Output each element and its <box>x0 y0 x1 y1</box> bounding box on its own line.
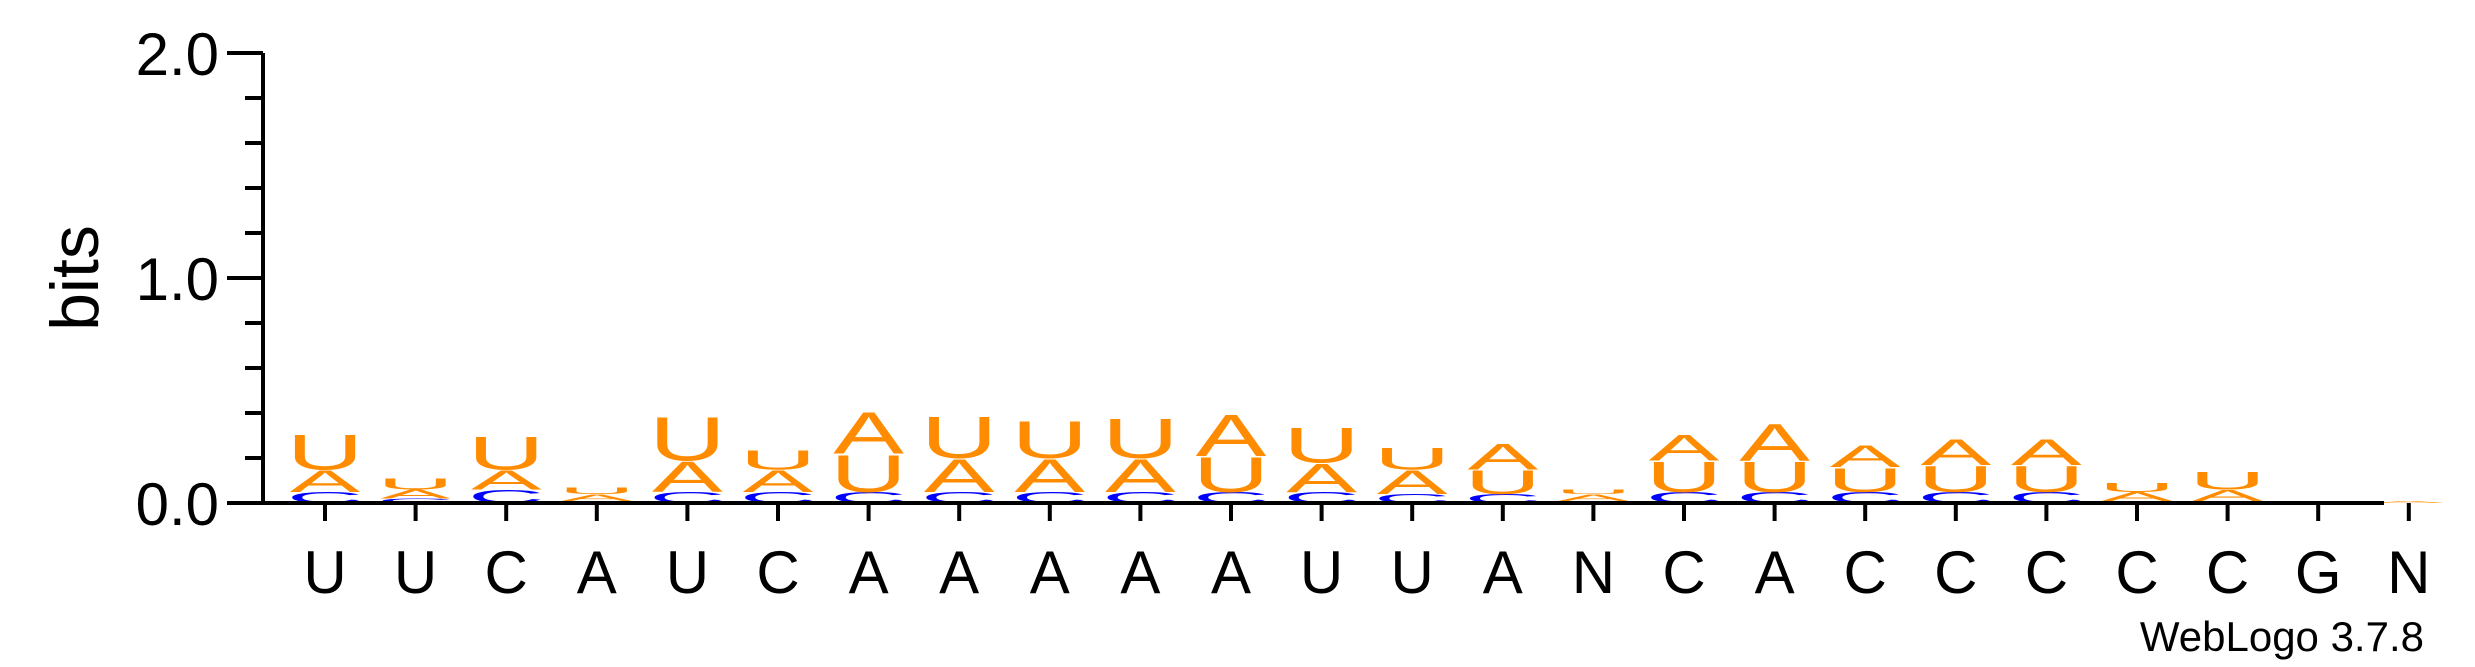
y-tick-label: 1.0 <box>136 246 219 313</box>
logo-letter-a: A <box>1105 450 1176 502</box>
logo-letter-u: U <box>1555 488 1632 495</box>
x-tick-label: N <box>2387 539 2430 606</box>
logo-letter-a: A <box>290 463 361 498</box>
x-tick-label: C <box>1844 539 1887 606</box>
x-tick-label: C <box>1662 539 1705 606</box>
logo-letter-u: U <box>2008 458 2085 500</box>
logo-letter-a: A <box>471 464 542 495</box>
x-tick-label: G <box>2295 539 2342 606</box>
logo-letter-a: A <box>1467 435 1538 477</box>
x-tick-label: A <box>1483 539 1523 606</box>
logo-letter-a: A <box>833 400 905 466</box>
logo-letter-u: U <box>1736 453 1813 502</box>
logo-letter-u: U <box>287 424 364 480</box>
logo-letter-u: U <box>468 428 545 480</box>
logo-letter-u: U <box>377 475 454 493</box>
logo-letter-u: U <box>559 486 636 496</box>
x-tick-label: C <box>2115 539 2158 606</box>
logo-letter-a: A <box>1286 455 1357 501</box>
logo-letter-a: A <box>2102 490 2174 504</box>
x-tick-label: C <box>1934 539 1977 606</box>
logo-letter-a: A <box>743 463 814 498</box>
logo-letter-a: A <box>1014 450 1085 502</box>
logo-letter-a: A <box>1739 412 1810 472</box>
logo-letter-a: A <box>561 492 633 502</box>
logo-letter-a: A <box>1377 463 1448 501</box>
y-tick-group: 0.0 1.0 2.0 <box>136 21 263 538</box>
logo-letter-u: U <box>1827 461 1904 499</box>
logo-letter-c: C <box>377 497 454 504</box>
weblogo-credit: WebLogo 3.7.8 <box>2140 613 2424 660</box>
logo-letter-a: A <box>2373 500 2444 503</box>
x-tick-label: C <box>756 539 799 606</box>
x-tick-label: A <box>1030 539 1070 606</box>
x-tick-label: A <box>1755 539 1795 606</box>
logo-letter-a: A <box>2011 431 2082 473</box>
logo-letter-u: U <box>1012 410 1089 470</box>
logo-glyph-layer: CAUCAUCAUCAUCAUCAUCUACAUCAUCAUCUACAUCAUC… <box>287 400 2444 507</box>
logo-letter-u: U <box>1193 447 1270 503</box>
logo-letter-u: U <box>921 405 998 471</box>
x-tick-label: A <box>1120 539 1160 606</box>
logo-letter-a: A <box>924 450 995 502</box>
x-tick-label: U <box>1391 539 1434 606</box>
logo-letter-u: U <box>1465 463 1542 501</box>
logo-letter-a: A <box>1558 492 1630 502</box>
x-tick-label: A <box>849 539 889 606</box>
y-tick-label: 2.0 <box>136 21 219 88</box>
logo-letter-u: U <box>1102 407 1179 470</box>
logo-letter-a: A <box>1196 403 1268 469</box>
logo-letter-a: A <box>1649 426 1720 468</box>
logo-letter-u: U <box>830 444 907 504</box>
logo-letter-a: A <box>380 487 452 501</box>
logo-letter-u: U <box>649 404 726 474</box>
x-tick-label: U <box>394 539 437 606</box>
logo-letter-u: U <box>1918 458 1995 500</box>
x-tick-label: U <box>1300 539 1343 606</box>
x-tick-label: A <box>939 539 979 606</box>
logo-letter-u: U <box>1646 453 1723 502</box>
logo-letter-a: A <box>652 453 723 502</box>
x-tick-label: A <box>577 539 617 606</box>
logo-letter-a: A <box>2192 487 2263 505</box>
x-tick-label: U <box>303 539 346 606</box>
y-axis-label: bits <box>37 225 113 331</box>
x-tick-label: N <box>1572 539 1615 606</box>
x-tick-label: C <box>2206 539 2249 606</box>
x-tick-label: U <box>666 539 709 606</box>
y-tick-label: 0.0 <box>136 471 219 538</box>
logo-letter-a: A <box>1920 431 1991 473</box>
logo-letter-u: U <box>2189 467 2266 495</box>
x-tick-label: A <box>1211 539 1251 606</box>
x-tick-label: C <box>485 539 528 606</box>
logo-letter-u: U <box>1374 441 1451 476</box>
logo-letter-a: A <box>1830 439 1901 474</box>
logo-letter-u: U <box>1283 417 1360 473</box>
x-tick-label: C <box>2025 539 2068 606</box>
logo-letter-u: U <box>740 444 817 475</box>
logo-letter-u: U <box>2099 481 2176 495</box>
